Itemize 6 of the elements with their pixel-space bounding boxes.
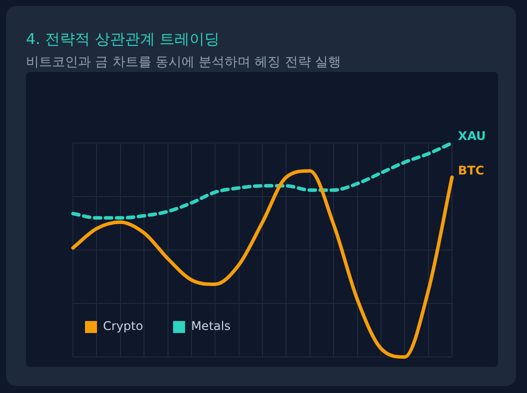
chart-title: 4. 전략적 상관관계 트레이딩	[26, 30, 220, 49]
legend-label: Crypto	[103, 319, 144, 334]
text: XAU	[458, 129, 486, 144]
chart-subtitle: 비트코인과 금 차트를 동시에 분석하며 헤징 전략 실행	[26, 54, 341, 71]
legend-label: Metals	[191, 319, 230, 334]
text: BTC	[458, 163, 484, 178]
